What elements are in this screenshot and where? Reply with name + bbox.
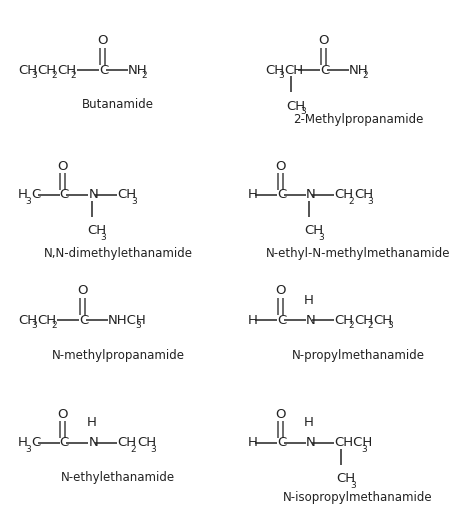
Text: N: N — [306, 313, 315, 327]
Text: NH: NH — [128, 64, 147, 77]
Text: H: H — [248, 188, 258, 202]
Text: 3: 3 — [318, 233, 324, 242]
Text: N,N-dimethylethanamide: N,N-dimethylethanamide — [44, 247, 192, 259]
Text: NHCH: NHCH — [108, 313, 147, 327]
Text: C: C — [277, 188, 286, 202]
Text: H: H — [18, 436, 28, 449]
Text: CH: CH — [37, 313, 57, 327]
Text: CH: CH — [284, 64, 304, 77]
Text: CH: CH — [334, 188, 354, 202]
Text: CH: CH — [265, 64, 284, 77]
Text: N-isopropylmethanamide: N-isopropylmethanamide — [283, 491, 433, 505]
Text: 3: 3 — [150, 445, 156, 454]
Text: C: C — [277, 436, 286, 449]
Text: CHCH: CHCH — [334, 436, 373, 449]
Text: CH: CH — [37, 64, 57, 77]
Text: C: C — [60, 188, 69, 202]
Text: 3: 3 — [300, 108, 306, 117]
Text: NH: NH — [349, 64, 369, 77]
Text: H: H — [304, 416, 314, 429]
Text: 2: 2 — [348, 196, 354, 205]
Text: 3: 3 — [350, 480, 356, 489]
Text: CH: CH — [334, 313, 354, 327]
Text: 2: 2 — [51, 71, 57, 80]
Text: 2: 2 — [368, 321, 373, 331]
Text: C: C — [277, 313, 286, 327]
Text: 3: 3 — [131, 196, 137, 205]
Text: 3: 3 — [279, 71, 284, 80]
Text: N-ethylethanamide: N-ethylethanamide — [61, 471, 175, 485]
Text: 3: 3 — [32, 321, 37, 331]
Text: H: H — [18, 188, 28, 202]
Text: 3: 3 — [25, 445, 30, 454]
Text: C: C — [99, 64, 108, 77]
Text: 2: 2 — [363, 71, 368, 80]
Text: 2: 2 — [51, 321, 57, 331]
Text: 3: 3 — [368, 196, 374, 205]
Text: C: C — [60, 436, 69, 449]
Text: H: H — [87, 416, 97, 429]
Text: 2: 2 — [141, 71, 147, 80]
Text: O: O — [97, 35, 108, 47]
Text: C: C — [31, 188, 40, 202]
Text: H: H — [248, 436, 258, 449]
Text: CH: CH — [287, 100, 306, 112]
Text: CH: CH — [337, 472, 356, 486]
Text: C: C — [31, 436, 40, 449]
Text: 2: 2 — [131, 445, 137, 454]
Text: CH: CH — [18, 313, 37, 327]
Text: O: O — [275, 407, 285, 421]
Text: N: N — [306, 436, 315, 449]
Text: H: H — [248, 313, 258, 327]
Text: 3: 3 — [25, 196, 30, 205]
Text: O: O — [77, 285, 88, 298]
Text: 2-Methylpropanamide: 2-Methylpropanamide — [293, 113, 423, 127]
Text: O: O — [58, 407, 68, 421]
Text: N-propylmethanamide: N-propylmethanamide — [292, 349, 425, 362]
Text: CH: CH — [117, 188, 137, 202]
Text: O: O — [319, 35, 329, 47]
Text: CH: CH — [137, 436, 156, 449]
Text: CH: CH — [117, 436, 137, 449]
Text: N-ethyl-N-methylmethanamide: N-ethyl-N-methylmethanamide — [266, 247, 450, 259]
Text: CH: CH — [87, 225, 106, 237]
Text: N-methylpropanamide: N-methylpropanamide — [52, 349, 184, 362]
Text: O: O — [275, 160, 285, 173]
Text: CH: CH — [18, 64, 37, 77]
Text: CH: CH — [374, 313, 393, 327]
Text: N: N — [88, 188, 98, 202]
Text: CH: CH — [354, 188, 373, 202]
Text: 2: 2 — [348, 321, 354, 331]
Text: CH: CH — [354, 313, 373, 327]
Text: 2: 2 — [71, 71, 76, 80]
Text: CH: CH — [304, 225, 323, 237]
Text: 3: 3 — [362, 445, 367, 454]
Text: 3: 3 — [387, 321, 393, 331]
Text: 3: 3 — [32, 71, 37, 80]
Text: 3: 3 — [135, 321, 141, 331]
Text: 3: 3 — [100, 233, 106, 242]
Text: O: O — [58, 160, 68, 173]
Text: Butanamide: Butanamide — [82, 99, 154, 111]
Text: N: N — [88, 436, 98, 449]
Text: C: C — [320, 64, 329, 77]
Text: CH: CH — [57, 64, 76, 77]
Text: N: N — [306, 188, 315, 202]
Text: H: H — [304, 293, 314, 307]
Text: C: C — [79, 313, 89, 327]
Text: O: O — [275, 285, 285, 298]
